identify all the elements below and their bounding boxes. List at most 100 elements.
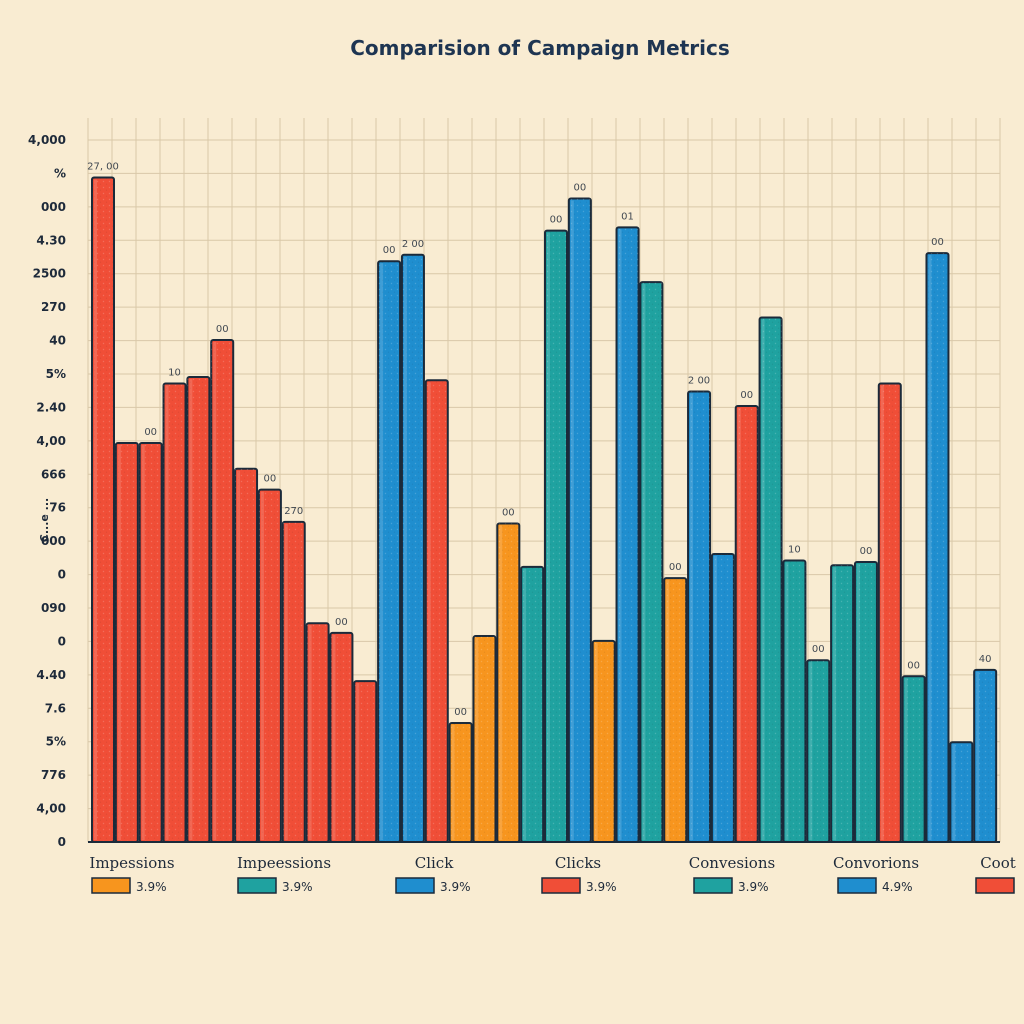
legend-label: 3.9% (586, 880, 617, 894)
y-tick-label: 4,00 (36, 434, 66, 448)
bar-highlight (928, 255, 932, 840)
y-tick-label: 2500 (33, 267, 66, 281)
bar-texture (473, 636, 496, 842)
legend-item: 3.9% (237, 877, 313, 894)
y-tick-label: 0 (58, 634, 66, 648)
legend-swatch (541, 877, 581, 894)
bar-highlight (380, 263, 384, 840)
x-category-label: Click (415, 854, 454, 872)
legend-swatch (395, 877, 435, 894)
x-category-label: Convorions (833, 854, 919, 872)
bar-texture (545, 230, 567, 843)
bar-highlight (260, 491, 264, 840)
bar-value-label: 10 (168, 367, 181, 378)
bar-texture (330, 632, 353, 842)
bar-texture (354, 681, 377, 842)
bar-value-label: 00 (740, 390, 753, 401)
legend-label: 4.9% (882, 880, 913, 894)
bar-highlight (141, 444, 145, 840)
y-tick-label: 4,000 (28, 133, 66, 147)
bar-texture (568, 198, 591, 842)
legend-label: 3.9% (282, 880, 313, 894)
legend-swatch (837, 877, 877, 894)
bar-texture (640, 282, 663, 842)
bar-texture (950, 742, 973, 842)
bar-texture (735, 405, 758, 842)
bar-highlight (833, 567, 837, 840)
y-tick-label: 40 (49, 334, 66, 348)
y-tick-label: 776 (41, 768, 66, 782)
bar-highlight (165, 385, 169, 840)
bar-texture (521, 566, 544, 842)
bar-value-label: 00 (669, 562, 682, 573)
bar-value-label: 270 (284, 506, 303, 517)
bar-texture (211, 340, 234, 842)
bar-highlight (809, 662, 813, 840)
bar-texture (974, 669, 997, 842)
legend-item: 3.9% (395, 877, 471, 894)
bar-texture (664, 578, 687, 842)
y-tick-label: 666 (41, 467, 66, 481)
bar-texture (616, 227, 639, 843)
legend-item (975, 877, 1015, 894)
bar-value-label: 00 (907, 660, 920, 671)
chart-title: Comparision of Campaign Metrics (350, 36, 730, 60)
bar-value-label: 2 00 (688, 376, 710, 387)
bar-texture (711, 554, 734, 842)
bar-highlight (117, 444, 121, 840)
bar-value-label: 00 (860, 546, 873, 557)
bar-texture (902, 676, 925, 842)
legend-swatch (237, 877, 277, 894)
bar-highlight (713, 556, 717, 840)
y-tick-label: 0 (58, 835, 66, 849)
bar-texture (115, 442, 138, 842)
bar-highlight (761, 319, 765, 841)
bar-highlight (666, 580, 670, 840)
bar-texture (497, 523, 520, 842)
bar-highlight (332, 634, 336, 840)
bar-highlight (356, 683, 360, 840)
legend: 3.9% 3.9% 3.9% 3.9% 3.9% 4.9% (91, 877, 1015, 894)
y-tick-label: 0 (58, 568, 66, 582)
y-tick-label: 090 (41, 601, 66, 615)
x-category-label: Clicks (555, 854, 601, 872)
legend-label: 3.9% (136, 880, 167, 894)
x-category-label: Coot (980, 854, 1016, 872)
bars (91, 176, 998, 844)
bar-value-label: 00 (812, 644, 825, 655)
y-axis-ticks: 04,007765%7.64.4000900000766664,002.405%… (28, 133, 66, 849)
x-category-label: Impessions (89, 854, 174, 872)
legend-item: 3.9% (693, 877, 769, 894)
bar-value-label: 00 (216, 324, 229, 335)
bar-texture (92, 177, 114, 843)
y-tick-label: 7.6 (45, 701, 66, 715)
bar-value-label: 00 (454, 707, 467, 718)
bar-highlight (189, 379, 193, 840)
y-tick-label: 4.30 (36, 233, 66, 247)
bar-highlight (618, 229, 622, 841)
bar-texture (425, 380, 448, 842)
bar-highlight (475, 638, 479, 840)
legend-item: 3.9% (91, 877, 167, 894)
bar-value-label: 10 (788, 544, 801, 555)
legend-label: 3.9% (440, 880, 471, 894)
bar-texture (831, 565, 854, 842)
y-tick-label: 5% (46, 735, 66, 749)
bar-highlight (570, 200, 574, 840)
legend-item: 4.9% (837, 877, 913, 894)
bar-texture (258, 489, 281, 842)
y-tick-label: 4,00 (36, 802, 66, 816)
bar-highlight (952, 744, 956, 840)
bar-highlight (904, 678, 908, 840)
bar-value-label: 00 (335, 617, 348, 628)
bar-value-label: 00 (550, 215, 563, 226)
bar-highlight (737, 407, 741, 840)
bar-texture (401, 254, 424, 842)
y-tick-label: 5% (46, 367, 66, 381)
bar-texture (306, 623, 329, 842)
y-tick-label: % (54, 166, 66, 180)
legend-label: 3.9% (738, 880, 769, 894)
bar-labels: 27, 00 00 10 00 00 270 00 00 2 00 00 00 00 00 01 00 2 0… (87, 162, 991, 718)
x-category-label: Impeessions (237, 854, 331, 872)
